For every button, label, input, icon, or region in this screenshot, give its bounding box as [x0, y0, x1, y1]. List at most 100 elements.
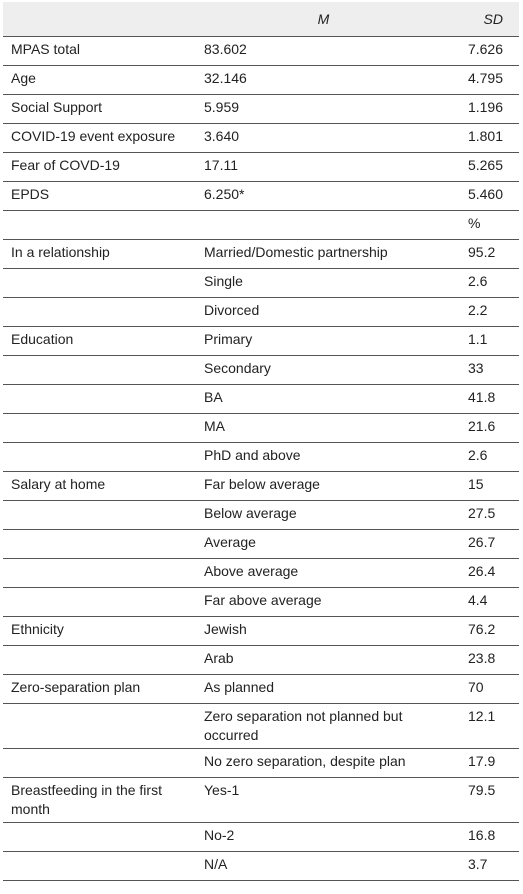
- group-row: Breastfeeding in the first month Yes-1 79.…: [3, 777, 519, 823]
- group-row: Secondary 33: [3, 355, 519, 385]
- row-label: Social Support: [3, 94, 196, 124]
- group-row: PhD and above 2.6: [3, 442, 519, 472]
- item-label: Zero separation not planned but occurred: [196, 703, 451, 749]
- group-row: Education Primary 1.1: [3, 326, 519, 356]
- item-label: As planned: [196, 674, 451, 704]
- empty-cell: [3, 748, 196, 778]
- percent-value: 76.2: [451, 616, 519, 646]
- group-row: BA 41.8: [3, 384, 519, 414]
- group-row: Ethnicity Jewish 76.2: [3, 616, 519, 646]
- mean-value: 17.11: [196, 152, 451, 182]
- group-label: In a relationship: [3, 239, 196, 269]
- row-label: EPDS: [3, 181, 196, 211]
- percent-value: 21.6: [451, 413, 519, 443]
- mean-value: 3.640: [196, 123, 451, 153]
- group-label: Education: [3, 326, 196, 356]
- empty-cell: [3, 500, 196, 530]
- percent-value: 3.7: [451, 851, 519, 881]
- group-row: Average 26.7: [3, 529, 519, 559]
- group-row: Zero-separation plan As planned 70: [3, 674, 519, 704]
- percent-value: 26.7: [451, 529, 519, 559]
- percent-value: 15: [451, 471, 519, 501]
- percent-value: 95.2: [451, 239, 519, 269]
- item-label: No-2: [196, 822, 451, 852]
- item-label: Married/Domestic partnership: [196, 239, 451, 269]
- percent-value: 12.1: [451, 703, 519, 749]
- empty-cell: [3, 645, 196, 675]
- item-label: MA: [196, 413, 451, 443]
- empty-cell: [3, 822, 196, 852]
- group-row: No-2 16.8: [3, 822, 519, 852]
- table-body: M SD MPAS total 83.602 7.626 Age 32.146 4.795 So…: [3, 2, 519, 881]
- row-label: MPAS total: [3, 36, 196, 66]
- empty-cell: [3, 268, 196, 298]
- sd-value: 1.196: [451, 94, 519, 124]
- empty-cell: [3, 529, 196, 559]
- summary-row: MPAS total 83.602 7.626: [3, 36, 519, 66]
- mean-value: 32.146: [196, 65, 451, 95]
- group-row: In a relationship Married/Domestic partne…: [3, 239, 519, 269]
- percent-header: %: [451, 210, 519, 240]
- percent-value: 41.8: [451, 384, 519, 414]
- empty-cell: [3, 355, 196, 385]
- group-row: Above average 26.4: [3, 558, 519, 588]
- summary-row: Social Support 5.959 1.196: [3, 94, 519, 124]
- mean-value: 6.250*: [196, 181, 451, 211]
- percent-value: 4.4: [451, 587, 519, 617]
- empty-cell: [3, 2, 196, 37]
- item-label: Arab: [196, 645, 451, 675]
- percent-value: 79.5: [451, 777, 519, 823]
- empty-cell: [3, 558, 196, 588]
- group-row: Single 2.6: [3, 268, 519, 298]
- item-label: Secondary: [196, 355, 451, 385]
- summary-row: Fear of COVD-19 17.11 5.265: [3, 152, 519, 182]
- group-row: Far above average 4.4: [3, 587, 519, 617]
- sd-value: 7.626: [451, 36, 519, 66]
- percent-value: 70: [451, 674, 519, 704]
- mean-value: 83.602: [196, 36, 451, 66]
- empty-cell: [3, 297, 196, 327]
- item-label: PhD and above: [196, 442, 451, 472]
- sd-value: 4.795: [451, 65, 519, 95]
- group-row: No zero separation, despite plan 17.9: [3, 748, 519, 778]
- empty-cell: [3, 210, 196, 240]
- empty-cell: [196, 210, 451, 240]
- item-label: Below average: [196, 500, 451, 530]
- row-label: COVID-19 event exposure: [3, 123, 196, 153]
- empty-cell: [3, 851, 196, 881]
- percent-value: 16.8: [451, 822, 519, 852]
- item-label: Far above average: [196, 587, 451, 617]
- data-table: M SD MPAS total 83.602 7.626 Age 32.146 4.795 So…: [3, 2, 519, 881]
- group-row: Divorced 2.2: [3, 297, 519, 327]
- header-row: M SD: [3, 2, 519, 37]
- header-sd: SD: [451, 2, 519, 37]
- percent-value: 27.5: [451, 500, 519, 530]
- percent-value: 2.6: [451, 268, 519, 298]
- sd-value: 1.801: [451, 123, 519, 153]
- group-label: Salary at home: [3, 471, 196, 501]
- empty-cell: [3, 413, 196, 443]
- group-row: Salary at home Far below average 15: [3, 471, 519, 501]
- item-label: Above average: [196, 558, 451, 588]
- percent-value: 23.8: [451, 645, 519, 675]
- percent-header-row: %: [3, 210, 519, 240]
- percent-value: 2.6: [451, 442, 519, 472]
- percent-value: 2.2: [451, 297, 519, 327]
- mean-value: 5.959: [196, 94, 451, 124]
- summary-row: EPDS 6.250* 5.460: [3, 181, 519, 211]
- group-row: MA 21.6: [3, 413, 519, 443]
- empty-cell: [3, 442, 196, 472]
- summary-row: Age 32.146 4.795: [3, 65, 519, 95]
- sd-value: 5.460: [451, 181, 519, 211]
- row-label: Fear of COVD-19: [3, 152, 196, 182]
- group-row: N/A 3.7: [3, 851, 519, 881]
- group-label: Breastfeeding in the first month: [3, 777, 196, 823]
- empty-cell: [3, 703, 196, 749]
- item-label: Jewish: [196, 616, 451, 646]
- group-label: Ethnicity: [3, 616, 196, 646]
- summary-row: COVID-19 event exposure 3.640 1.801: [3, 123, 519, 153]
- item-label: Far below average: [196, 471, 451, 501]
- group-row: Below average 27.5: [3, 500, 519, 530]
- sd-value: 5.265: [451, 152, 519, 182]
